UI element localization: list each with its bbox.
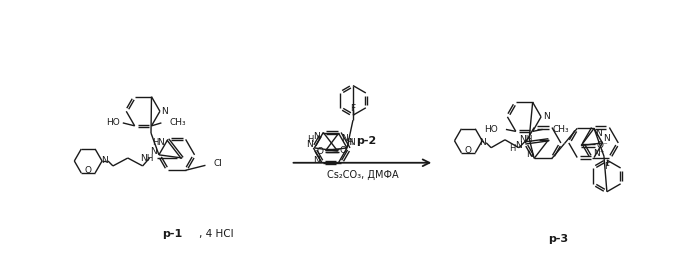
Text: Cl: Cl [213, 159, 222, 168]
Text: N: N [349, 138, 355, 147]
Text: O⁻: O⁻ [596, 141, 607, 150]
Text: H: H [152, 138, 158, 147]
Text: N: N [526, 150, 533, 159]
Text: N: N [515, 142, 521, 150]
Text: H: H [346, 138, 353, 147]
Text: N: N [313, 156, 320, 165]
Text: N: N [101, 157, 108, 165]
Text: p-2: p-2 [356, 136, 377, 146]
Text: O: O [317, 147, 324, 156]
Text: O: O [340, 146, 347, 155]
Text: HO: HO [106, 118, 120, 127]
Text: N: N [157, 138, 164, 147]
Text: CH₃: CH₃ [169, 118, 186, 127]
Text: H: H [307, 135, 314, 144]
Text: H: H [509, 144, 516, 153]
Text: N: N [161, 107, 168, 116]
Text: O: O [85, 167, 92, 175]
Text: N⁺: N⁺ [593, 149, 605, 158]
Text: p-1: p-1 [161, 229, 182, 239]
Text: N: N [479, 138, 486, 147]
Text: CH₃: CH₃ [552, 125, 569, 134]
Text: , 4 HCl: , 4 HCl [199, 229, 233, 239]
Text: F: F [350, 104, 356, 113]
Text: N: N [603, 133, 610, 143]
Text: N: N [313, 132, 319, 141]
Text: p-3: p-3 [548, 234, 568, 244]
Text: N: N [150, 147, 157, 156]
Text: N: N [542, 112, 549, 121]
Text: Cs₂CO₃, ДМФА: Cs₂CO₃, ДМФА [326, 170, 398, 180]
Text: NH: NH [519, 135, 533, 144]
Text: F: F [605, 163, 610, 172]
Text: O: O [465, 146, 472, 155]
Text: N: N [596, 129, 603, 138]
Text: N: N [306, 140, 312, 150]
Text: NH: NH [140, 153, 154, 163]
Text: HO: HO [484, 125, 498, 134]
Text: N: N [341, 134, 348, 143]
